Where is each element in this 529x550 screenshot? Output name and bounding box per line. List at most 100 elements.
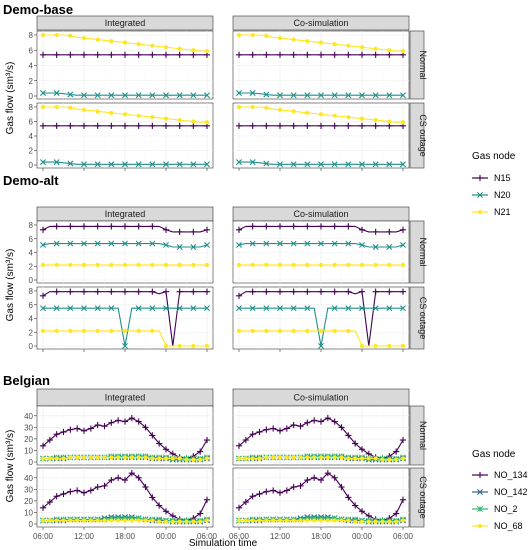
data-point-N15: [39, 292, 47, 299]
legend-label: NO_2: [494, 504, 518, 514]
data-point-NO_134: [352, 440, 359, 447]
legend-label: N21: [494, 207, 511, 217]
facet-label-row: Normal: [418, 421, 428, 450]
data-point-N21: [264, 33, 269, 38]
data-point-N21: [236, 262, 242, 267]
data-point-NO_68: [312, 518, 317, 523]
data-point-N20: [345, 161, 352, 168]
data-point-N15: [39, 122, 47, 129]
panel: [232, 220, 410, 284]
data-point-N21: [40, 32, 46, 38]
data-point-NO_68: [54, 456, 59, 461]
y-tick-label: 4: [29, 62, 34, 71]
data-point-NO_68: [163, 519, 169, 524]
data-point-NO_134: [270, 487, 277, 494]
facet-strip-row: [409, 467, 425, 528]
y-tick-label: 2: [29, 77, 34, 86]
data-point-N21: [373, 46, 378, 51]
y-tick-label: 2: [29, 328, 34, 337]
data-point-N15: [108, 122, 115, 129]
x-tick-label: 06:00: [229, 532, 250, 541]
data-point-N20: [67, 305, 74, 312]
data-point-N21: [177, 46, 182, 51]
data-point-NO_68: [332, 455, 337, 460]
data-point-N15: [39, 51, 47, 58]
data-point-N15: [249, 288, 256, 295]
legend-title: Gas node: [472, 151, 516, 162]
data-point-N15: [372, 122, 379, 129]
data-point-N15: [53, 51, 60, 58]
data-point-N21: [81, 35, 87, 41]
data-point-NO_134: [203, 496, 211, 503]
data-point-NO_68: [61, 456, 66, 461]
data-point-NO_134: [311, 417, 318, 424]
data-point-NO_134: [149, 432, 156, 439]
data-point-N20: [304, 92, 311, 99]
data-point-N15: [80, 122, 88, 129]
data-point-N20: [290, 161, 297, 168]
data-point-N20: [359, 305, 365, 312]
data-point-NO_68: [243, 518, 248, 523]
data-point-N21: [277, 262, 283, 267]
data-point-NO_134: [101, 423, 108, 430]
data-point-N21: [95, 328, 100, 333]
data-point-NO_134: [358, 446, 366, 453]
data-point-N15: [235, 51, 243, 58]
data-point-N15: [290, 51, 297, 58]
data-point-N20: [331, 240, 338, 247]
data-point-N15: [263, 288, 270, 295]
data-point-NO_134: [297, 482, 304, 489]
x-tick-label: 18:00: [115, 532, 136, 541]
data-point-N15: [276, 223, 284, 230]
data-point-N15: [372, 51, 379, 58]
data-point-N21: [191, 119, 196, 124]
y-tick-label: 4: [29, 132, 34, 141]
data-point-NO_134: [304, 419, 311, 426]
data-point-N20: [331, 161, 338, 168]
data-point-N20: [122, 161, 128, 168]
x-tick-label: 06:00: [393, 532, 414, 541]
data-point-NO_134: [53, 493, 60, 500]
data-point-N21: [236, 32, 242, 38]
data-point-N15: [108, 51, 115, 58]
data-point-NO_68: [198, 457, 203, 462]
data-point-NO_68: [277, 455, 283, 460]
data-point-N20: [249, 89, 256, 96]
data-point-NO_68: [47, 456, 52, 461]
y-tick-label: 6: [29, 301, 34, 310]
data-point-NO_68: [394, 519, 399, 524]
data-point-N20: [190, 92, 197, 99]
data-point-N21: [318, 112, 324, 117]
data-point-NO_68: [291, 455, 296, 460]
data-point-N20: [277, 161, 283, 168]
data-point-N21: [250, 32, 255, 38]
data-point-N21: [277, 35, 283, 41]
data-point-N21: [359, 343, 365, 349]
data-point-N15: [304, 288, 311, 295]
data-point-NO_134: [135, 418, 142, 425]
data-point-NO_68: [271, 455, 276, 460]
data-point-NO_68: [177, 456, 182, 461]
legend-item: N20: [472, 190, 511, 200]
data-point-N21: [236, 328, 242, 333]
data-point-N20: [163, 161, 169, 168]
data-point-NO_68: [277, 518, 283, 523]
facet-label-column: Co-simulation: [293, 209, 348, 219]
data-point-NO_134: [263, 426, 270, 433]
data-point-N21: [95, 37, 100, 42]
data-point-NO_134: [242, 498, 249, 506]
data-point-N20: [94, 92, 101, 99]
data-point-N21: [150, 262, 155, 267]
data-point-NO_134: [270, 425, 277, 432]
data-point-N20: [67, 240, 74, 247]
data-point-NO_68: [95, 518, 100, 523]
data-point-NO_68: [318, 518, 324, 523]
data-point-N15: [121, 122, 129, 129]
data-point-N20: [81, 161, 87, 168]
data-point-N21: [332, 262, 337, 267]
facet-strip-row: [409, 220, 425, 284]
data-point-N20: [345, 305, 352, 312]
data-point-N20: [122, 240, 128, 247]
data-point-NO_68: [177, 519, 182, 524]
